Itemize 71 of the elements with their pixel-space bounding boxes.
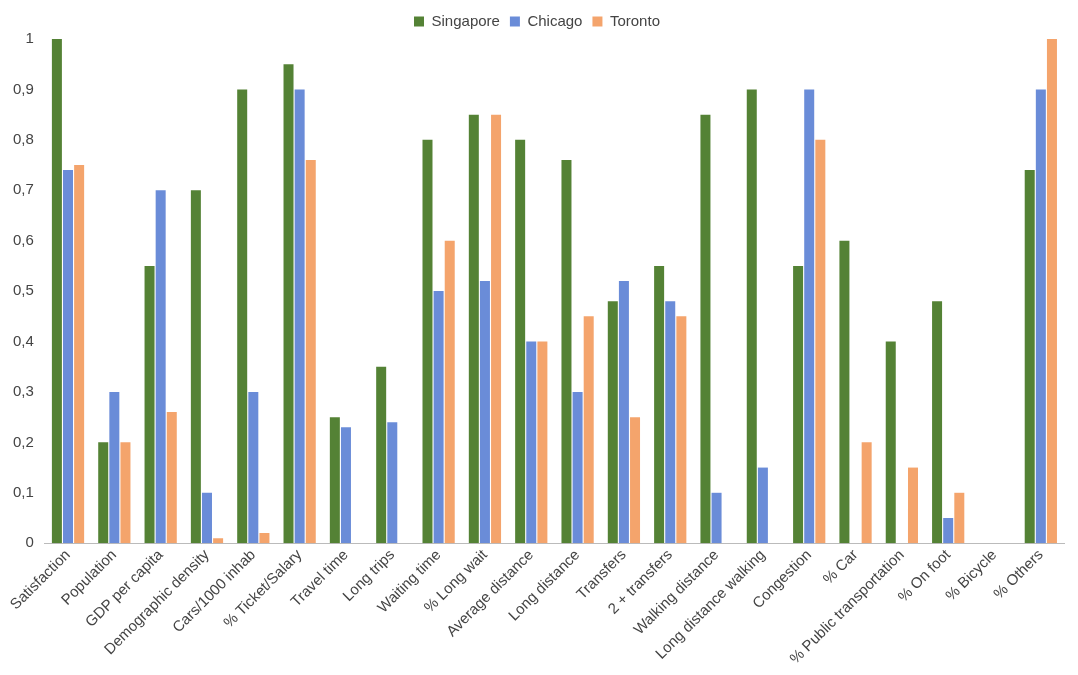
bar — [155, 190, 166, 544]
bar — [515, 139, 526, 544]
bar — [654, 265, 665, 544]
y-tick-label: 0,1 — [12, 482, 34, 500]
bar — [387, 422, 398, 544]
bar — [676, 316, 687, 544]
bar — [259, 533, 270, 544]
bar — [630, 417, 641, 544]
bar — [51, 39, 62, 544]
bar — [907, 467, 918, 544]
bar — [479, 281, 490, 544]
bar — [665, 301, 676, 544]
bar — [248, 391, 259, 544]
bar — [618, 281, 629, 544]
bar — [213, 538, 224, 544]
bar — [491, 114, 502, 544]
legend-label: Toronto — [609, 11, 660, 29]
bar — [954, 492, 965, 544]
y-tick-label: 0,9 — [12, 79, 34, 97]
bar — [109, 391, 120, 544]
bar — [839, 240, 850, 544]
bar — [572, 391, 583, 544]
bar — [804, 89, 815, 544]
bar — [283, 64, 294, 544]
y-tick-label: 0,2 — [12, 432, 34, 450]
bar — [815, 139, 826, 544]
bar — [305, 160, 316, 544]
bar — [700, 114, 711, 544]
bar — [943, 517, 954, 544]
bar — [607, 301, 618, 544]
bar — [190, 190, 201, 544]
y-tick-label: 0,6 — [12, 230, 34, 248]
y-tick-label: 0,4 — [12, 331, 34, 349]
bar — [1035, 89, 1046, 544]
bar — [294, 89, 305, 544]
bar — [120, 442, 131, 544]
y-tick-label: 1 — [25, 29, 34, 47]
bar — [793, 265, 804, 544]
bar — [63, 170, 74, 544]
bar — [885, 341, 896, 544]
bar — [746, 89, 757, 544]
bar — [1046, 39, 1057, 544]
y-tick-label: 0,7 — [12, 180, 34, 198]
bar — [537, 341, 548, 544]
legend-label: Singapore — [431, 11, 500, 29]
bar — [144, 265, 155, 544]
bar — [561, 160, 572, 544]
bar — [711, 492, 722, 544]
bar — [340, 427, 351, 544]
bar — [932, 301, 943, 544]
bar — [1024, 170, 1035, 544]
y-tick-label: 0,8 — [12, 129, 34, 147]
bar — [422, 139, 433, 544]
bar — [526, 341, 537, 544]
bar — [861, 442, 872, 544]
bar — [74, 165, 85, 544]
y-tick-label: 0,3 — [12, 382, 34, 400]
bar — [433, 291, 444, 544]
bar — [237, 89, 248, 544]
y-tick-label: 0 — [25, 533, 34, 551]
bar — [583, 316, 594, 544]
bar — [376, 366, 387, 544]
y-tick-label: 0,5 — [12, 281, 34, 299]
bar — [98, 442, 109, 544]
bar — [166, 412, 177, 544]
bar — [757, 467, 768, 544]
bar — [468, 114, 479, 544]
legend-label: Chicago — [527, 11, 583, 29]
bar — [329, 417, 340, 544]
bar — [444, 240, 455, 544]
bar — [201, 492, 212, 544]
